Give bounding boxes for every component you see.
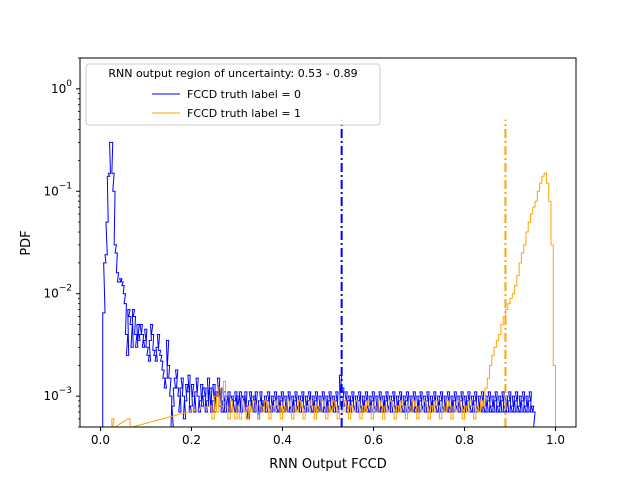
x-axis-ticks: 0.0 0.2 0.4 0.6 0.8 1.0 [91, 427, 565, 447]
legend-title: RNN output region of uncertainty: 0.53 -… [108, 67, 357, 80]
x-tick-label: 1.0 [546, 433, 565, 447]
histogram-series-0 [102, 141, 536, 427]
y-axis-ticks: 10−3 10−2 10−1 100 [43, 57, 80, 428]
x-tick-label: 0.0 [91, 433, 110, 447]
legend: RNN output region of uncertainty: 0.53 -… [85, 63, 381, 126]
x-tick-label: 0.8 [455, 433, 474, 447]
y-tick-label: 10−2 [43, 284, 72, 301]
x-axis-label: RNN Output FCCD [269, 457, 387, 472]
legend-box [85, 63, 381, 126]
legend-entry-label-0: FCCD truth label = 0 [187, 88, 301, 101]
series-layer [102, 141, 557, 427]
y-tick-label: 100 [51, 79, 72, 96]
x-tick-label: 0.4 [273, 433, 292, 447]
y-tick-label: 10−3 [43, 386, 72, 403]
x-tick-label: 0.2 [182, 433, 201, 447]
legend-entry-label-1: FCCD truth label = 1 [187, 107, 301, 120]
x-tick-label: 0.6 [364, 433, 383, 447]
y-tick-label: 10−1 [43, 181, 72, 198]
y-axis-label: PDF [19, 230, 34, 255]
plot-frame [79, 57, 577, 428]
histogram-series-1 [111, 172, 557, 427]
vline-layer [340, 119, 507, 427]
